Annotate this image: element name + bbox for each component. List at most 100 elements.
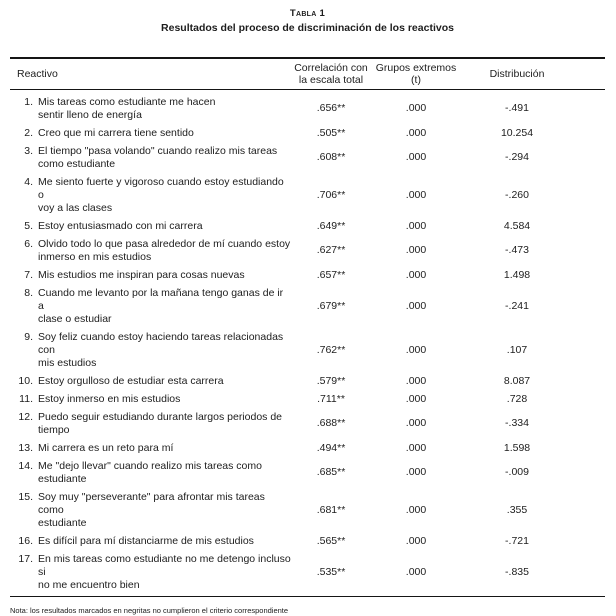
table-row: 9. Soy feliz cuando estoy haciendo tarea… bbox=[10, 328, 605, 372]
table-title: Resultados del proceso de discriminación… bbox=[161, 22, 454, 34]
correlacion-value: .762** bbox=[316, 343, 346, 356]
table-row: 4. Me siento fuerte y vigoroso cuando es… bbox=[10, 173, 605, 217]
correlacion-value: .494** bbox=[316, 441, 346, 454]
reactivo-cell: 6. Olvido todo lo que pasa alrededor de … bbox=[10, 238, 291, 264]
item-text: Me siento fuerte y vigoroso cuando estoy… bbox=[38, 175, 284, 214]
distribucion-value: -.473 bbox=[505, 244, 529, 256]
table-row: 6. Olvido todo lo que pasa alrededor de … bbox=[10, 235, 605, 266]
item-text: Me "dejo llevar" cuando realizo mis tare… bbox=[38, 459, 262, 485]
distribucion-value: 1.498 bbox=[503, 268, 531, 281]
item-text: Estoy orgulloso de estudiar esta carrera bbox=[38, 374, 224, 387]
reactivo-cell: 2. Creo que mi carrera tiene sentido bbox=[10, 127, 291, 140]
distribucion-value: -.835 bbox=[505, 565, 529, 578]
reactivo-cell: 14. Me "dejo llevar" cuando realizo mis … bbox=[10, 460, 291, 486]
reactivo-cell: 11. Estoy inmerso en mis estudios bbox=[10, 393, 291, 406]
correlacion-value: .505** bbox=[316, 126, 346, 139]
grupos-t-value: .000 bbox=[405, 374, 427, 387]
results-table: Reactivo Correlación con la escala total… bbox=[10, 57, 605, 597]
col-header-correlacion: Correlación con la escala total bbox=[294, 62, 368, 86]
item-number: 12. bbox=[18, 410, 33, 423]
correlacion-value: .608** bbox=[316, 151, 346, 163]
item-text: Soy feliz cuando estoy haciendo tareas r… bbox=[38, 330, 284, 369]
reactivo-cell: 12. Puedo seguir estudiando durante larg… bbox=[10, 411, 291, 437]
reactivo-cell: 17. En mis tareas como estudiante no me … bbox=[10, 553, 291, 592]
item-number: 2. bbox=[24, 126, 33, 139]
correlacion-value: .649** bbox=[316, 219, 346, 232]
item-number: 9. bbox=[24, 330, 33, 343]
correlacion-value: .535** bbox=[316, 565, 346, 578]
table-body: 1. Mis tareas como estudiante me hacen s… bbox=[10, 90, 605, 596]
reactivo-cell: 4. Me siento fuerte y vigoroso cuando es… bbox=[10, 176, 291, 215]
item-number: 11. bbox=[19, 392, 33, 405]
item-number: 17. bbox=[18, 552, 33, 565]
distribucion-value: -.241 bbox=[505, 299, 529, 312]
item-number: 10. bbox=[18, 374, 33, 387]
item-text: Cuando me levanto por la mañana tengo ga… bbox=[38, 286, 284, 325]
item-text: Soy muy "perseverante" para afrontar mis… bbox=[38, 490, 265, 529]
table-row: 17. En mis tareas como estudiante no me … bbox=[10, 550, 605, 594]
col-header-distribucion: Distribución bbox=[489, 68, 545, 80]
correlacion-value: .685** bbox=[316, 466, 346, 478]
correlacion-value: .657** bbox=[316, 268, 346, 281]
correlacion-value: .688** bbox=[316, 417, 346, 429]
correlacion-value: .579** bbox=[316, 374, 346, 387]
distribucion-value: .107 bbox=[506, 343, 528, 356]
reactivo-cell: 13. Mi carrera es un reto para mí bbox=[10, 442, 291, 455]
grupos-t-value: .000 bbox=[405, 466, 427, 478]
reactivo-cell: 8. Cuando me levanto por la mañana tengo… bbox=[10, 287, 291, 326]
table-row: 5. Estoy entusiasmado con mi carrera .64… bbox=[10, 217, 605, 235]
correlacion-value: .627** bbox=[316, 244, 346, 256]
table-row: 2. Creo que mi carrera tiene sentido .50… bbox=[10, 124, 605, 142]
document-page: Tabla 1 Resultados del proceso de discri… bbox=[10, 7, 605, 615]
table-row: 1. Mis tareas como estudiante me hacen s… bbox=[10, 93, 605, 124]
reactivo-cell: 10. Estoy orgulloso de estudiar esta car… bbox=[10, 375, 291, 388]
grupos-t-value: .000 bbox=[405, 219, 427, 232]
distribucion-value: 10.254 bbox=[500, 126, 534, 139]
grupos-t-value: .000 bbox=[405, 268, 427, 281]
item-text: Estoy entusiasmado con mi carrera bbox=[38, 219, 203, 232]
distribucion-value: -.721 bbox=[505, 534, 529, 547]
table-row: 10. Estoy orgulloso de estudiar esta car… bbox=[10, 372, 605, 390]
item-number: 16. bbox=[18, 534, 33, 547]
correlacion-value: .706** bbox=[316, 188, 346, 201]
table-row: 7. Mis estudios me inspiran para cosas n… bbox=[10, 266, 605, 284]
col-header-grupos-extremos: Grupos extremos (t) bbox=[375, 62, 457, 86]
distribucion-value: -.260 bbox=[505, 188, 529, 201]
item-number: 8. bbox=[24, 286, 33, 299]
distribucion-value: .355 bbox=[506, 503, 528, 516]
item-text: Mis estudios me inspiran para cosas nuev… bbox=[38, 268, 245, 281]
grupos-t-value: .000 bbox=[405, 102, 427, 114]
grupos-t-value: .000 bbox=[405, 343, 427, 356]
item-text: Mi carrera es un reto para mí bbox=[38, 441, 174, 454]
grupos-t-value: .000 bbox=[405, 126, 427, 139]
item-number: 14. bbox=[18, 459, 33, 472]
grupos-t-value: .000 bbox=[405, 565, 427, 578]
reactivo-cell: 15. Soy muy "perseverante" para afrontar… bbox=[10, 491, 291, 530]
item-text: Es difícil para mí distanciarme de mis e… bbox=[38, 534, 254, 547]
item-text: Creo que mi carrera tiene sentido bbox=[38, 126, 194, 139]
title-block: Tabla 1 Resultados del proceso de discri… bbox=[10, 7, 605, 35]
item-text: Puedo seguir estudiando durante largos p… bbox=[38, 410, 283, 436]
item-number: 13. bbox=[18, 441, 33, 454]
item-text: Estoy inmerso en mis estudios bbox=[38, 392, 181, 405]
table-label: Tabla 1 bbox=[289, 8, 326, 19]
grupos-t-value: .000 bbox=[405, 392, 427, 405]
table-row: 14. Me "dejo llevar" cuando realizo mis … bbox=[10, 457, 605, 488]
table-row: 15. Soy muy "perseverante" para afrontar… bbox=[10, 488, 605, 532]
distribucion-value: 1.598 bbox=[503, 441, 531, 454]
reactivo-cell: 5. Estoy entusiasmado con mi carrera bbox=[10, 220, 291, 233]
grupos-t-value: .000 bbox=[405, 417, 427, 429]
distribucion-value: 4.584 bbox=[503, 219, 531, 232]
correlacion-value: .656** bbox=[316, 102, 346, 114]
table-row: 3. El tiempo "pasa volando" cuando reali… bbox=[10, 142, 605, 173]
correlacion-value: .565** bbox=[316, 534, 346, 547]
distribucion-value: -.009 bbox=[505, 466, 529, 478]
item-text: Mis tareas como estudiante me hacen sent… bbox=[38, 95, 216, 121]
grupos-t-value: .000 bbox=[405, 441, 427, 454]
grupos-t-value: .000 bbox=[405, 534, 427, 547]
table-row: 8. Cuando me levanto por la mañana tengo… bbox=[10, 284, 605, 328]
item-number: 7. bbox=[24, 268, 33, 281]
grupos-t-value: .000 bbox=[405, 244, 427, 256]
table-note: Nota: los resultados marcados en negrita… bbox=[10, 606, 289, 615]
table-row: 11. Estoy inmerso en mis estudios .711**… bbox=[10, 390, 605, 408]
